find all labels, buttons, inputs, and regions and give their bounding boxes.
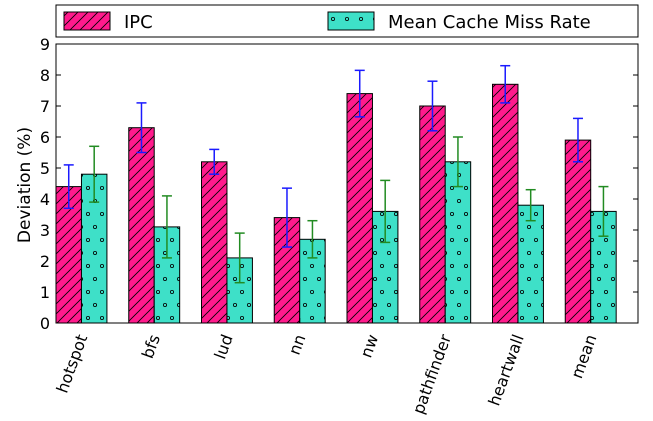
error-bar-ipc-heartwall bbox=[500, 64, 511, 104]
error-bar-ipc-hotspot bbox=[63, 164, 74, 210]
bar-cache-miss-pathfinder bbox=[444, 161, 472, 324]
error-bar-ipc-mean bbox=[572, 117, 583, 163]
x-tick-label-lud: lud bbox=[210, 332, 236, 362]
bar-ipc-lud bbox=[201, 161, 228, 324]
legend: IPC Mean Cache Miss Rate bbox=[55, 4, 639, 38]
error-bar-cache-miss-mean bbox=[598, 185, 609, 237]
legend-label-ipc: IPC bbox=[124, 12, 153, 33]
error-bar-ipc-pathfinder bbox=[427, 80, 438, 132]
x-tick-label-hotspot: hotspot bbox=[53, 332, 92, 396]
x-tick-label-mean: mean bbox=[567, 332, 600, 381]
y-tick-label: 6 bbox=[40, 128, 50, 147]
x-tick-label-nn: nn bbox=[285, 332, 310, 358]
y-tick-label: 0 bbox=[40, 314, 50, 333]
error-bar-cache-miss-nw bbox=[380, 179, 391, 244]
y-axis-title: Deviation (%) bbox=[15, 127, 35, 243]
x-tick-label-pathfinder: pathfinder bbox=[409, 331, 455, 416]
error-bar-ipc-nw bbox=[354, 69, 365, 118]
y-axis: 0 1 2 3 4 5 6 7 8 9 bbox=[40, 35, 638, 333]
error-bar-ipc-bfs bbox=[136, 102, 147, 154]
bar-ipc-hotspot bbox=[55, 186, 82, 324]
error-bar-cache-miss-heartwall bbox=[525, 188, 536, 222]
error-bar-ipc-nn bbox=[281, 187, 292, 248]
error-bar-cache-miss-hotspot bbox=[89, 145, 100, 203]
y-tick-label: 7 bbox=[40, 97, 50, 116]
legend-swatch-cache-miss bbox=[327, 11, 375, 31]
bar-ipc-bfs bbox=[128, 127, 155, 324]
bar-ipc-nw bbox=[346, 93, 373, 324]
bar-ipc-heartwall bbox=[492, 83, 519, 324]
bar-cache-miss-heartwall bbox=[517, 204, 544, 324]
bar-ipc-pathfinder bbox=[419, 105, 446, 324]
y-tick-label: 4 bbox=[40, 190, 50, 209]
error-bar-cache-miss-nn bbox=[307, 219, 318, 259]
y-tick-label: 9 bbox=[40, 35, 50, 54]
error-bar-cache-miss-pathfinder bbox=[452, 136, 463, 188]
y-tick-label: 3 bbox=[40, 221, 50, 240]
x-tick-label-bfs: bfs bbox=[138, 332, 164, 361]
x-tick-label-nw: nw bbox=[356, 332, 382, 360]
error-bar-ipc-lud bbox=[209, 148, 220, 175]
legend-swatch-ipc bbox=[63, 11, 111, 31]
bar-ipc-mean bbox=[564, 139, 592, 324]
y-tick-label: 1 bbox=[40, 283, 50, 302]
x-axis: hotspot bfs lud nn nw pathfinder heartwall mean bbox=[53, 318, 600, 417]
y-tick-label: 8 bbox=[40, 66, 50, 85]
error-bar-cache-miss-bfs bbox=[161, 195, 172, 259]
y-tick-label: 2 bbox=[40, 252, 50, 271]
bars bbox=[55, 83, 617, 324]
plot-frame bbox=[55, 43, 639, 324]
legend-label-cache-miss: Mean Cache Miss Rate bbox=[388, 12, 591, 33]
x-tick-label-heartwall: heartwall bbox=[484, 332, 527, 408]
y-tick-label: 5 bbox=[40, 159, 50, 178]
error-bar-cache-miss-lud bbox=[234, 232, 245, 284]
error-bars bbox=[63, 64, 609, 284]
